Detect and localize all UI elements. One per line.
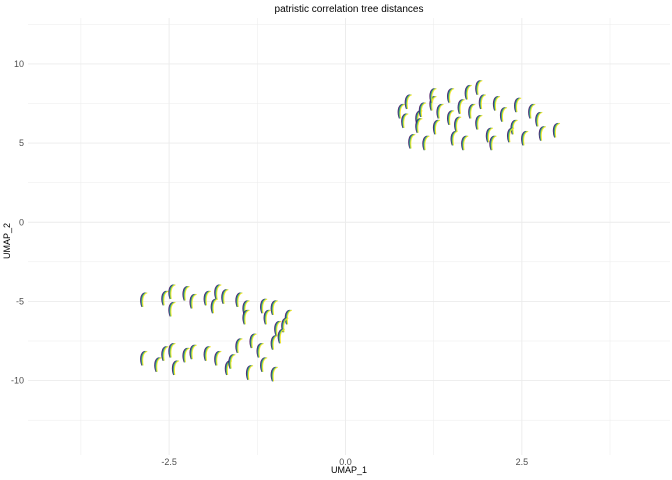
grid-layer (28, 18, 670, 455)
data-point (499, 107, 508, 122)
data-point (274, 320, 282, 336)
data-point (168, 343, 176, 358)
data-point (485, 127, 494, 143)
data-point (415, 118, 423, 133)
data-point (510, 119, 518, 135)
data-point (457, 99, 465, 114)
data-point (408, 134, 416, 149)
x-tick-label: 2.5 (516, 457, 529, 467)
x-axis-title: UMAP_1 (331, 465, 367, 475)
data-point (242, 309, 250, 325)
x-tick-label: -2.5 (161, 457, 177, 467)
data-point (189, 293, 197, 309)
chart-title: patristic correlation tree distances (275, 4, 424, 15)
data-point (397, 103, 405, 119)
data-point (203, 346, 211, 361)
x-tick-label: 0.0 (339, 457, 352, 467)
y-tick-label: 5 (19, 138, 24, 148)
data-point (214, 350, 222, 366)
data-point (235, 292, 243, 308)
data-point (514, 97, 522, 113)
data-point (450, 130, 458, 146)
data-point (171, 360, 180, 376)
data-point (422, 135, 430, 151)
data-point (140, 292, 148, 308)
data-point (475, 80, 483, 95)
y-tick-label: -5 (16, 296, 24, 306)
data-point (492, 96, 501, 111)
y-tick-label: 0 (19, 217, 24, 227)
data-point (468, 103, 476, 119)
data-point (189, 344, 197, 360)
data-point (221, 289, 229, 304)
data-point (429, 88, 437, 103)
y-tick-label: 10 (14, 59, 24, 69)
data-point (277, 328, 286, 344)
data-point (521, 130, 529, 146)
data-point (454, 116, 462, 132)
data-point (506, 127, 515, 143)
data-point (284, 309, 293, 325)
data-point (535, 111, 543, 127)
data-point (168, 284, 176, 300)
data-point (161, 346, 169, 361)
data-point (168, 301, 176, 317)
data-point (203, 290, 211, 306)
data-point (263, 309, 271, 325)
data-point (270, 335, 278, 350)
data-point (235, 338, 243, 353)
data-point (489, 135, 497, 151)
data-point (228, 354, 236, 369)
data-point (245, 365, 254, 380)
data-point (270, 300, 278, 315)
data-point (154, 357, 162, 372)
data-point (214, 284, 222, 300)
data-point (478, 94, 487, 110)
data-point (161, 290, 169, 306)
data-point (447, 110, 455, 125)
data-point (552, 122, 561, 138)
data-point (432, 119, 441, 135)
data-point (270, 366, 278, 382)
data-point (436, 103, 444, 119)
data-point (464, 84, 472, 100)
marks-layer (140, 80, 561, 382)
data-point (461, 135, 469, 151)
data-point (140, 350, 148, 366)
data-point (418, 102, 427, 118)
data-point (475, 115, 483, 130)
data-point (210, 298, 219, 314)
ticks-layer: -2.5 0.0 2.5 -10 -5 0 5 10 (11, 59, 528, 467)
data-point (404, 94, 413, 110)
data-point (256, 343, 264, 358)
data-point (260, 298, 268, 314)
data-point (182, 347, 190, 363)
data-point (447, 88, 455, 103)
data-point (182, 286, 190, 301)
y-tick-label: -10 (11, 376, 24, 386)
data-point (260, 357, 268, 372)
data-point (249, 333, 257, 349)
data-point (528, 103, 536, 119)
data-point (401, 113, 409, 129)
data-point (538, 126, 547, 141)
y-axis-title: UMAP_2 (2, 223, 12, 259)
